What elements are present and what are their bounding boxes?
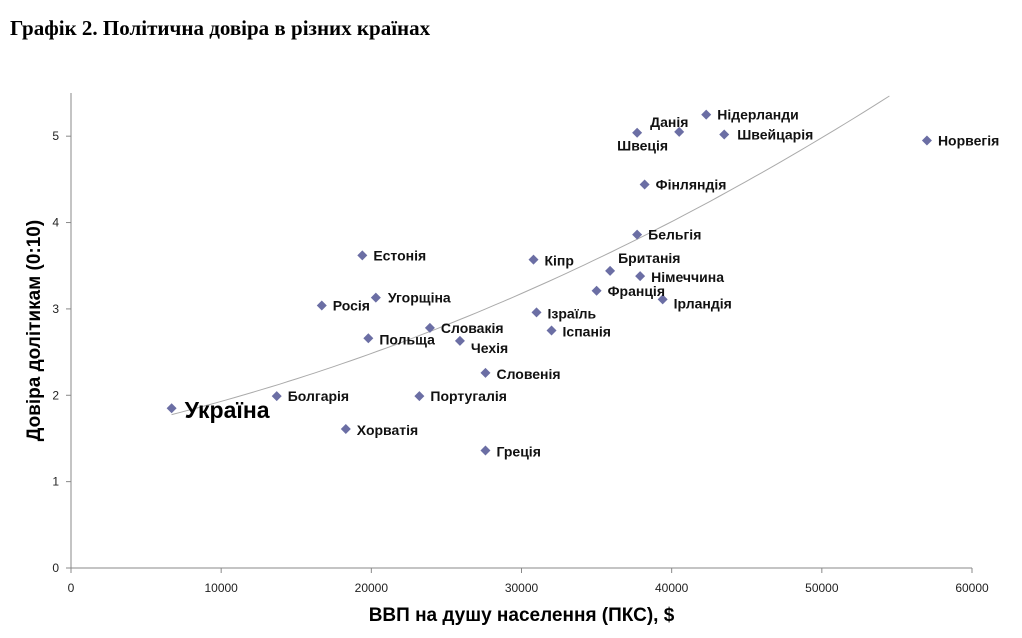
point-label: Польща <box>379 331 435 347</box>
point-label: Ірландія <box>674 295 732 311</box>
data-point <box>605 265 616 276</box>
data-point <box>370 292 381 303</box>
data-point <box>271 391 282 402</box>
data-point <box>414 391 425 402</box>
y-tick-label: 2 <box>52 388 59 402</box>
point-label: Словакія <box>441 320 504 336</box>
point-label: Чехія <box>471 340 508 356</box>
point-label: Хорватія <box>357 422 418 438</box>
point-label: Угорщіна <box>388 290 451 306</box>
x-tick-label: 30000 <box>505 581 539 595</box>
point-label: Росія <box>333 297 370 313</box>
point-label: Британія <box>618 250 680 266</box>
data-point <box>316 300 327 311</box>
chart-title: Графік 2. Політична довіра в різних краї… <box>10 16 431 40</box>
y-tick-label: 1 <box>52 475 59 489</box>
point-label: Кіпр <box>545 253 574 269</box>
data-point <box>635 271 646 282</box>
point-label: Фінляндія <box>656 177 727 193</box>
x-tick-label: 0 <box>68 581 75 595</box>
point-label: Данія <box>650 114 688 130</box>
data-point <box>701 109 712 120</box>
data-point <box>921 135 932 146</box>
y-tick-label: 0 <box>52 561 59 575</box>
point-label: Іспанія <box>563 324 611 340</box>
data-point <box>340 423 351 434</box>
point-labels: Україна Болгарія Хорватія Росія Естонія Угорщ… <box>185 107 1000 460</box>
point-label: Ізраїль <box>548 305 597 321</box>
data-point <box>632 127 643 138</box>
data-point <box>531 307 542 318</box>
data-point <box>424 322 435 333</box>
point-label: Нідерланди <box>717 107 799 123</box>
trendline <box>171 95 890 416</box>
point-label: Швеція <box>617 138 668 154</box>
data-points <box>166 109 932 456</box>
y-tick-label: 5 <box>52 129 59 143</box>
point-label: Бельгія <box>648 227 701 243</box>
point-label: Франція <box>608 283 665 299</box>
data-point <box>363 333 374 344</box>
data-point <box>480 367 491 378</box>
data-point <box>719 129 730 140</box>
point-label: Норвегія <box>938 133 999 149</box>
x-tick-label: 10000 <box>204 581 238 595</box>
data-point <box>674 126 685 137</box>
x-tick-label: 60000 <box>955 581 989 595</box>
data-point <box>528 254 539 265</box>
x-axis-title: ВВП на душу населення (ПКС), $ <box>369 605 675 626</box>
point-label: Болгарія <box>288 388 349 404</box>
x-tick-label: 40000 <box>655 581 689 595</box>
point-label: Естонія <box>373 247 426 263</box>
x-tick-label: 50000 <box>805 581 839 595</box>
x-tick-label: 20000 <box>355 581 389 595</box>
data-point <box>357 250 368 261</box>
y-axis-title: Довіра долітикам (0:10) <box>24 220 45 441</box>
y-tick-label: 3 <box>52 302 59 316</box>
data-point <box>546 325 557 336</box>
point-label: Португалія <box>430 388 507 404</box>
point-label: Україна <box>185 397 270 423</box>
point-label: Словенія <box>496 366 560 382</box>
data-point <box>639 179 650 190</box>
data-point <box>591 285 602 296</box>
data-point <box>657 294 668 305</box>
data-point <box>166 403 177 414</box>
data-point <box>454 335 465 346</box>
point-label: Швейцарія <box>737 126 813 142</box>
data-point <box>480 445 491 456</box>
axes: 0 10000 20000 30000 40000 50000 60000 0 1 2 3 4 5 <box>52 93 989 595</box>
trendline-path <box>171 95 890 416</box>
point-label: Греція <box>496 444 540 460</box>
data-point <box>632 229 643 240</box>
y-tick-label: 4 <box>52 216 59 230</box>
point-label: Німеччина <box>651 269 724 285</box>
